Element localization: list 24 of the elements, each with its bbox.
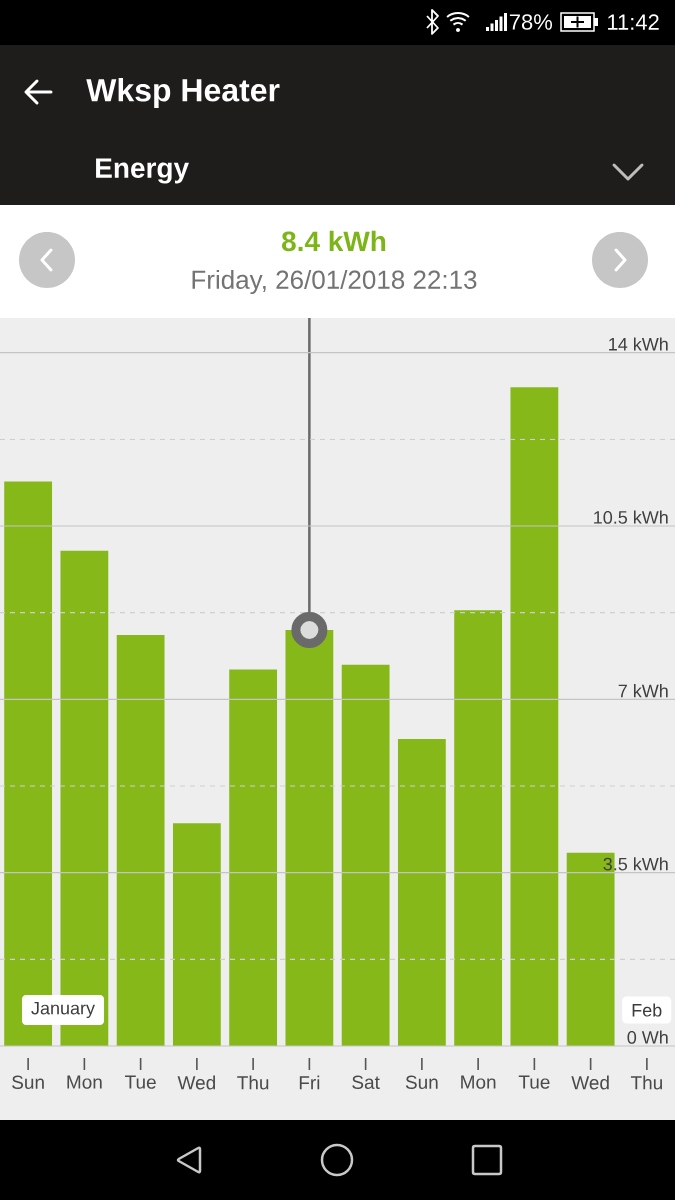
chart-title: Wksp Heater [86,78,280,108]
x-tick-label: Thu [630,1075,662,1090]
x-tick-label: Sun [405,1075,438,1089]
text: 8.4 kWh [281,230,386,252]
x-tick-label: Thu [237,1075,269,1090]
annotation: Feb [632,1003,662,1017]
text: 78% [509,14,553,30]
y-tick-label: 10.5 kWh [594,510,668,524]
y-tick-label: 14 kWh [609,337,668,351]
text: 11:42 [608,14,659,30]
x-tick-label: Mon [67,1075,102,1089]
y-tick-label: 7 kWh [618,684,668,698]
x-tick-label: Mon [461,1075,496,1089]
x-tick-label: Sat [352,1075,380,1089]
annotation: January [31,1001,95,1019]
chart-subtitle: Energy [96,158,189,184]
text: Friday, 26/01/2018 22:13 [192,269,477,295]
x-tick-label: Tue [518,1075,550,1089]
x-tick-label: Fri [299,1075,320,1090]
x-tick-label: Wed [177,1075,215,1090]
y-tick-label: 0 Wh [627,1030,668,1044]
x-tick-label: Wed [571,1075,609,1090]
x-tick-label: Tue [125,1075,156,1089]
x-tick-label: Sun [12,1075,44,1089]
